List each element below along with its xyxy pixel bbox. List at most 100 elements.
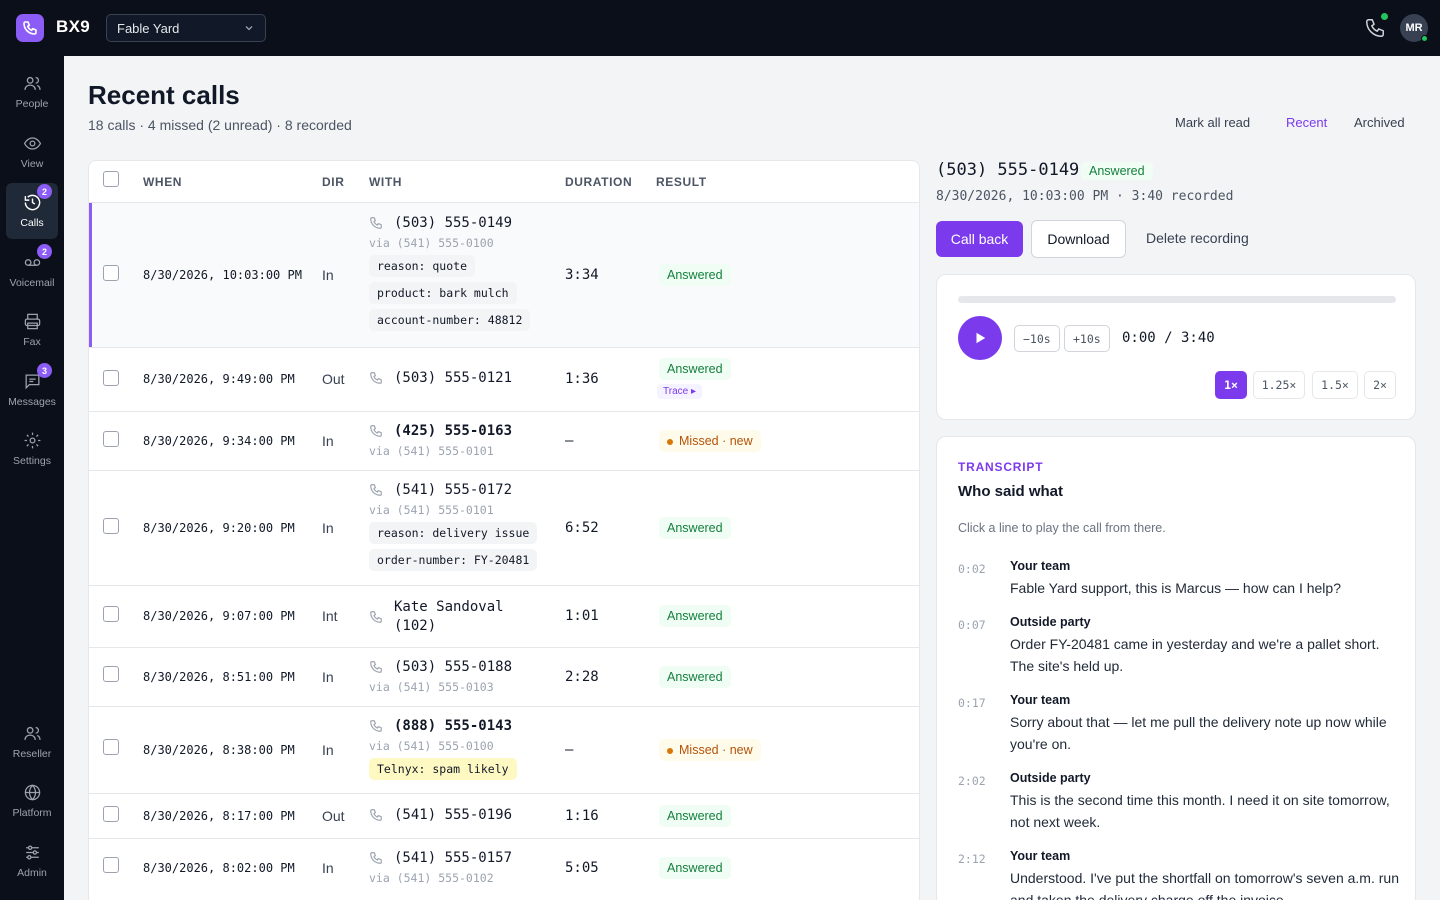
page-title: Recent calls [88, 80, 240, 110]
mark-all-read-button[interactable]: Mark all read [1175, 115, 1251, 130]
call-duration: 3:34 [565, 267, 599, 283]
sidebar-item-messages[interactable]: Messages 3 [6, 362, 58, 418]
party-number-line[interactable]: (888) 555-0143 [369, 718, 517, 734]
speed-button[interactable]: 1.25× [1253, 371, 1305, 399]
speed-button[interactable]: 1.5× [1312, 371, 1358, 399]
table-row[interactable]: 8/30/2026, 9:34:00 PM In (425) 555-0163 … [89, 411, 919, 470]
row-checkbox[interactable] [103, 370, 119, 386]
sidebar-item-view[interactable]: View [6, 124, 58, 180]
party-number-line[interactable]: (503) 555-0149 [369, 215, 530, 231]
sidebar-item-label: Calls [20, 217, 44, 229]
party-number-line[interactable]: (503) 555-0121 [369, 370, 512, 386]
phone-icon [370, 661, 382, 673]
row-checkbox[interactable] [103, 606, 119, 622]
sidebar-item-settings[interactable]: Settings [6, 421, 58, 477]
via-number: via (541) 555-0103 [369, 680, 494, 694]
line-timestamp: 2:12 [958, 852, 986, 866]
column-header-when[interactable]: WHEN [143, 175, 183, 189]
chevron-down-icon [245, 26, 253, 31]
status-badge: Answered [659, 605, 731, 627]
speed-button[interactable]: 2× [1364, 371, 1396, 399]
org-select[interactable]: Fable Yard [106, 14, 266, 42]
party-number-line[interactable]: (541) 555-0157 [369, 850, 512, 866]
tab-recent[interactable]: Recent [1286, 115, 1328, 130]
phone-icon [370, 217, 382, 229]
skip-forward-button[interactable]: +10s [1064, 325, 1110, 352]
transcript-line[interactable]: 0:02 Your team Fable Yard support, this … [958, 559, 1398, 609]
download-button[interactable]: Download [1031, 220, 1126, 258]
time-readout: 0:00 / 3:40 [1122, 330, 1215, 346]
table-row[interactable]: 8/30/2026, 8:02:00 PM In (541) 555-0157 … [89, 838, 919, 900]
transcript-title: Who said what [958, 483, 1063, 500]
table-row[interactable]: 8/30/2026, 9:20:00 PM In (541) 555-0172 … [89, 470, 919, 585]
transcript-line[interactable]: 0:07 Outside party Order FY-20481 came i… [958, 615, 1398, 687]
party-number-line[interactable]: (541) 555-0172 [369, 482, 537, 498]
detail-meta: 8/30/2026, 10:03:00 PM · 3:40 recorded [936, 189, 1234, 204]
call-direction: Out [322, 808, 345, 824]
line-speaker: Your team [1010, 693, 1071, 707]
message-icon [25, 374, 39, 390]
party-number-line[interactable]: (503) 555-0188 [369, 659, 512, 675]
sidebar-item-fax[interactable]: Fax [6, 302, 58, 358]
row-checkbox[interactable] [103, 431, 119, 447]
sidebar-item-calls[interactable]: Calls 2 [6, 183, 58, 239]
sidebar-item-label: Messages [8, 396, 56, 408]
phone-icon [23, 21, 37, 35]
speed-button[interactable]: 1× [1215, 371, 1247, 399]
table-row[interactable]: 8/30/2026, 9:49:00 PM Out (503) 555-0121… [89, 347, 919, 411]
calls-table: WHEN DIR WITH DURATION RESULT 8/30/2026,… [88, 160, 920, 900]
softphone-icon[interactable] [1364, 17, 1386, 39]
call-party: (541) 555-0196 [369, 807, 512, 823]
seek-bar[interactable] [958, 296, 1396, 303]
party-number: (503) 555-0121 [394, 370, 513, 386]
sidebar-item-platform[interactable]: Platform [6, 773, 58, 829]
party-number-line[interactable]: (541) 555-0196 [369, 807, 512, 823]
column-header-duration[interactable]: DURATION [565, 175, 633, 189]
call-time: 8/30/2026, 9:34:00 PM [143, 434, 295, 448]
delete-recording-button[interactable]: Delete recording [1146, 230, 1249, 246]
row-checkbox[interactable] [103, 806, 119, 822]
play-button[interactable] [958, 316, 1002, 360]
row-checkbox[interactable] [103, 857, 119, 873]
sidebar-item-people[interactable]: People [6, 64, 58, 120]
row-checkbox[interactable] [103, 265, 119, 281]
skip-back-button[interactable]: −10s [1014, 325, 1060, 352]
status-badge: Answered [659, 517, 731, 539]
table-row[interactable]: 8/30/2026, 9:07:00 PM Int Kate Sandoval (… [89, 585, 919, 647]
call-back-button[interactable]: Call back [936, 221, 1023, 257]
app-logo[interactable] [16, 14, 44, 42]
column-header-result[interactable]: RESULT [656, 175, 707, 189]
party-number-line[interactable]: Kate Sandoval (102) [369, 598, 504, 636]
select-all-checkbox[interactable] [103, 171, 119, 187]
column-header-with[interactable]: WITH [369, 175, 403, 189]
line-timestamp: 2:02 [958, 774, 986, 788]
sidebar-item-reseller[interactable]: Reseller [6, 714, 58, 770]
column-header-dir[interactable]: DIR [322, 175, 345, 189]
row-checkbox[interactable] [103, 666, 119, 682]
row-checkbox[interactable] [103, 518, 119, 534]
transcript-line[interactable]: 0:17 Your team Sorry about that — let me… [958, 693, 1398, 765]
party-number-line[interactable]: (425) 555-0163 [369, 423, 512, 439]
table-row[interactable]: 8/30/2026, 8:38:00 PM In (888) 555-0143 … [89, 706, 919, 793]
transcript-line[interactable]: 2:12 Your team Understood. I've put the … [958, 849, 1399, 900]
missed-dot [667, 438, 673, 445]
table-row[interactable]: 8/30/2026, 8:51:00 PM In (503) 555-0188 … [89, 647, 919, 706]
sidebar-item-admin[interactable]: Admin [6, 833, 58, 889]
call-duration: 2:28 [565, 669, 599, 685]
call-direction: In [322, 669, 334, 685]
sidebar: People View Calls 2 Voicemail 2 Fax Mess… [0, 56, 64, 900]
trace-link[interactable]: Trace ▸ [657, 384, 702, 399]
sidebar-item-voicemail[interactable]: Voicemail 2 [6, 243, 58, 299]
call-party: (541) 555-0157 via (541) 555-0102 [369, 850, 512, 885]
row-checkbox[interactable] [103, 739, 119, 755]
call-duration: 6:52 [565, 520, 599, 536]
avatar[interactable]: MR [1400, 14, 1428, 42]
line-speaker: Your team [1010, 559, 1071, 573]
table-row[interactable]: 8/30/2026, 10:03:00 PM In (503) 555-0149… [89, 202, 919, 347]
status-badge: Missed · new [659, 430, 761, 452]
call-direction: Out [322, 371, 345, 387]
call-direction: In [322, 433, 334, 449]
transcript-line[interactable]: 2:02 Outside party This is the second ti… [958, 771, 1398, 843]
table-row[interactable]: 8/30/2026, 8:17:00 PM Out (541) 555-0196… [89, 793, 919, 838]
tab-archived[interactable]: Archived [1354, 115, 1405, 130]
